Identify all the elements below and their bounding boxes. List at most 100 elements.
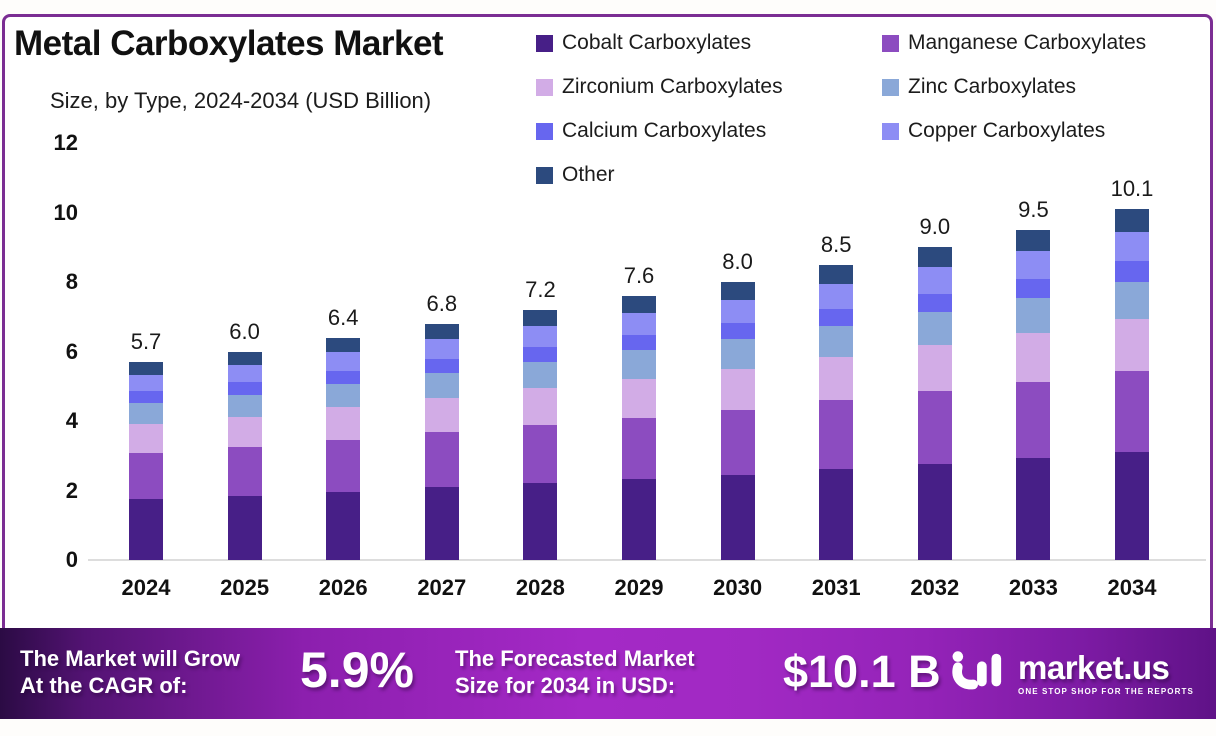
y-tick-label: 2 xyxy=(65,477,78,503)
bar-total-label: 6.8 xyxy=(426,290,458,316)
bar-segment xyxy=(622,312,656,336)
bar-segment xyxy=(227,364,262,383)
x-tick-label: 2025 xyxy=(220,575,270,600)
bar-segment xyxy=(720,323,755,340)
bar-segment xyxy=(819,283,854,309)
bar-segment xyxy=(819,264,854,284)
bar-segment xyxy=(917,267,952,295)
bar-segment xyxy=(227,394,262,417)
bar-segment xyxy=(1016,458,1051,560)
legend-item: Zinc Carboxylates xyxy=(882,74,1146,100)
y-tick-label: 10 xyxy=(53,199,78,225)
legend-item: Manganese Carboxylates xyxy=(882,30,1146,56)
legend-swatch xyxy=(536,34,553,52)
bar-segment xyxy=(622,378,656,418)
logo-texts: market.us ONE STOP SHOP FOR THE REPORTS xyxy=(1018,651,1194,696)
y-tick-label: 12 xyxy=(53,130,78,155)
x-tick-label: 2034 xyxy=(1107,575,1157,600)
cagr-label-line2: At the CAGR of: xyxy=(20,673,188,698)
x-axis-baseline xyxy=(88,559,1206,561)
bar-segment xyxy=(424,487,459,560)
bar-total-label: 8.0 xyxy=(722,249,753,274)
bar-total-label: 9.5 xyxy=(1018,196,1049,222)
bar-total-label: 6.0 xyxy=(229,318,260,344)
bar-segment xyxy=(622,335,656,351)
bar-segment xyxy=(1016,333,1051,382)
legend-swatch xyxy=(882,122,899,140)
logo-name: market.us xyxy=(1018,649,1170,686)
bar-segment xyxy=(819,468,854,560)
bar-segment xyxy=(523,325,558,347)
legend-label: Zirconium Carboxylates xyxy=(562,75,783,98)
bar-segment xyxy=(720,299,755,324)
chart-frame xyxy=(2,14,1213,648)
bar-segment xyxy=(326,337,361,353)
bar-segment xyxy=(424,397,459,433)
legend-swatch xyxy=(882,78,899,96)
bar-segment xyxy=(326,440,361,492)
bar-segment xyxy=(129,423,163,453)
x-tick-label: 2027 xyxy=(417,575,467,600)
bar-segment xyxy=(720,474,755,560)
bar-segment xyxy=(819,357,854,401)
x-tick-label: 2024 xyxy=(121,575,171,600)
x-tick-label: 2026 xyxy=(318,575,368,600)
bar-segment xyxy=(227,416,262,448)
bottom-banner: The Market will Grow At the CAGR of: 5.9… xyxy=(0,628,1216,719)
bar-segment xyxy=(819,400,854,469)
bar-total-label: 9.0 xyxy=(919,214,951,240)
legend-swatch xyxy=(536,166,553,184)
bar-total-label: 5.7 xyxy=(130,329,162,355)
forecast-value: $10.1 B xyxy=(783,646,941,697)
bar-segment xyxy=(1016,297,1051,334)
x-tick-label: 2029 xyxy=(614,575,664,600)
x-tick-label: 2030 xyxy=(713,575,763,600)
forecast-label-line1: The Forecasted Market xyxy=(455,646,695,671)
bar-segment xyxy=(622,417,656,479)
bar-segment xyxy=(129,391,163,403)
x-tick-label: 2028 xyxy=(515,575,565,600)
bar-segment xyxy=(523,361,558,388)
bar-segment xyxy=(1115,451,1149,560)
bar-segment xyxy=(326,383,361,408)
chart-subtitle: Size, by Type, 2024-2034 (USD Billion) xyxy=(50,88,432,113)
bar-segment xyxy=(523,387,558,425)
legend-label: Copper Carboxylates xyxy=(908,119,1106,142)
bar-segment xyxy=(917,294,952,313)
bar-segment xyxy=(819,325,854,358)
bar-segment xyxy=(523,309,558,326)
bar-segment xyxy=(720,339,755,369)
bar-segment xyxy=(720,368,755,410)
bar-segment xyxy=(326,407,361,441)
bar-segment xyxy=(819,308,854,326)
legend-label: Other xyxy=(562,163,615,186)
forecast-label: The Forecasted Market Size for 2034 in U… xyxy=(455,645,695,699)
bar-segment xyxy=(1115,209,1149,232)
bar-segment xyxy=(326,352,361,371)
bar-segment xyxy=(1115,319,1149,371)
y-tick-label: 8 xyxy=(65,269,78,294)
bar-segment xyxy=(523,482,558,560)
cagr-label-line1: The Market will Grow xyxy=(20,646,241,671)
bar-segment xyxy=(424,359,459,373)
bar-segment xyxy=(424,323,459,339)
bar-segment xyxy=(1115,282,1149,320)
bar-segment xyxy=(129,498,163,560)
bar-segment xyxy=(622,478,656,560)
bar-segment xyxy=(523,424,558,483)
bar-segment xyxy=(326,370,361,384)
y-tick-label: 6 xyxy=(65,338,78,364)
bar-total-label: 6.4 xyxy=(327,304,359,330)
bar-total-label: 10.1 xyxy=(1110,176,1154,202)
market-us-logo-icon xyxy=(950,646,1008,701)
forecast-label-line2: Size for 2034 in USD: xyxy=(455,673,676,698)
bar-segment xyxy=(326,491,361,560)
bar-segment xyxy=(1016,278,1051,298)
bar-segment xyxy=(917,345,952,392)
bar-segment xyxy=(129,362,163,375)
bar-segment xyxy=(720,409,755,475)
bar-segment xyxy=(917,312,952,346)
legend-label: Calcium Carboxylates xyxy=(562,119,767,142)
bar-segment xyxy=(1115,261,1149,282)
